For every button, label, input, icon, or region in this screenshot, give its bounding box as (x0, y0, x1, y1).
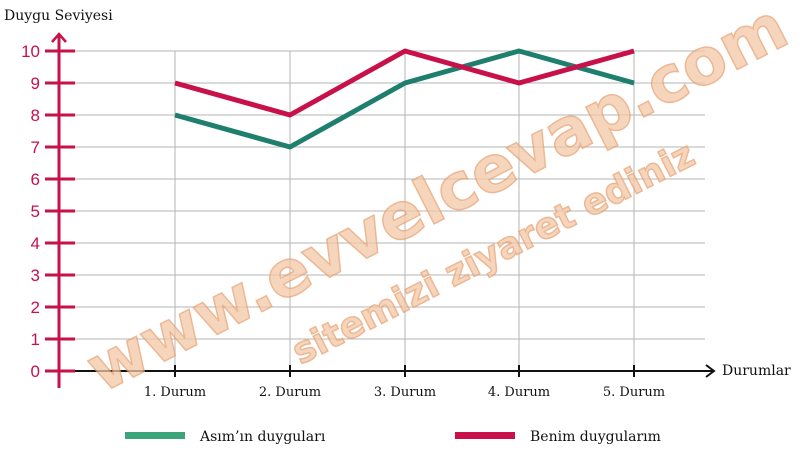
x-axis-arrow (705, 364, 716, 378)
y-tick-label: 3 (31, 266, 40, 285)
x-tick-label: 4. Durum (488, 385, 550, 400)
x-tick-label: 5. Durum (603, 385, 665, 400)
series-lines (174, 48, 635, 150)
series-line-2 (174, 48, 635, 118)
x-tick-label: 1. Durum (144, 385, 206, 400)
y-tick-label: 8 (31, 106, 40, 125)
y-tick-label: 9 (31, 74, 40, 93)
y-tick-label: 4 (31, 234, 40, 253)
x-tick-label: 2. Durum (259, 385, 321, 400)
watermark: www.evvelcevap.com sitemizi ziyaret edin… (75, 0, 800, 408)
x-axis-label: Durumlar (722, 363, 791, 379)
y-tick-label: 2 (31, 298, 40, 317)
series-line-1 (174, 48, 635, 150)
legend: Asım’ın duyguları Benim duygularım (125, 429, 661, 445)
x-tick-label: 3. Durum (374, 385, 436, 400)
y-tick-label: 0 (31, 362, 40, 381)
legend-label-2: Benim duygularım (530, 429, 661, 445)
legend-swatch-1 (125, 432, 185, 439)
y-tick-label: 1 (31, 330, 40, 349)
legend-swatch-2 (455, 432, 515, 439)
y-axis-arrow (51, 32, 67, 43)
y-tick-label: 6 (31, 170, 40, 189)
legend-label-1: Asım’ın duyguları (199, 429, 326, 445)
grid (59, 50, 705, 371)
y-tick-label: 7 (31, 138, 40, 157)
y-tick-label: 5 (31, 202, 40, 221)
axes: 1. Durum 2. Durum 3. Durum 4. Durum 5. Durum… (21, 32, 716, 400)
y-axis-label: Duygu Seviyesi (4, 8, 113, 24)
y-tick-label: 10 (21, 42, 40, 61)
